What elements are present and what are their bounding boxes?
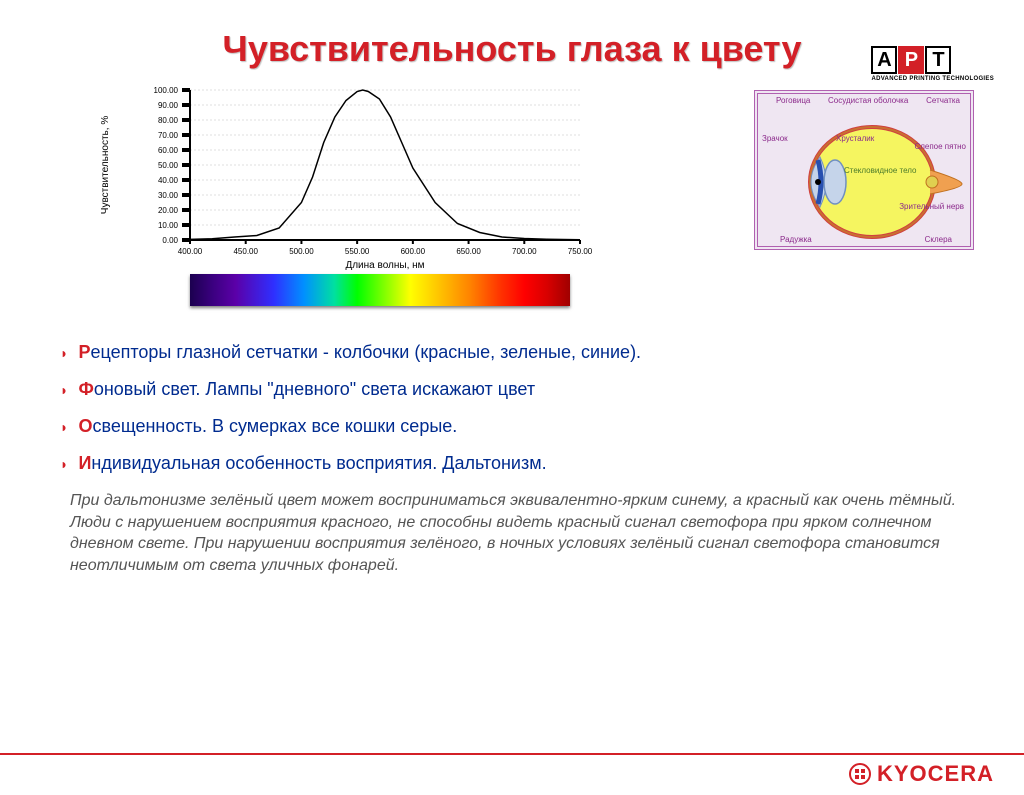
eye-label-zrachok: Зрачок	[762, 134, 788, 143]
bullet-marker-icon: ◗	[60, 382, 68, 398]
apt-logo: А Р Т ADVANCED PRINTING TECHNOLOGIES	[871, 46, 994, 82]
logo-letter-t: Т	[925, 46, 951, 74]
bullet-marker-icon: ◗	[60, 419, 68, 435]
eye-label-steklo: Стекловидное тело	[844, 166, 917, 175]
eye-label-setchatka: Сетчатка	[926, 96, 960, 105]
svg-text:100.00: 100.00	[154, 86, 179, 95]
svg-text:750.00: 750.00	[568, 247, 593, 256]
eye-svg	[762, 102, 972, 252]
svg-text:70.00: 70.00	[158, 131, 179, 140]
svg-text:Длина волны, нм: Длина волны, нм	[345, 260, 424, 270]
charts-row: 0.00 10.00 20.00 30.00 40.00 50.00 60.00 70.00 8…	[0, 80, 1024, 306]
bullet-item: ◗ Индивидуальная особенность восприятия.…	[60, 453, 964, 474]
bullet-list: ◗ Рецепторы глазной сетчатки - колбочки …	[60, 342, 964, 474]
eye-diagram: Роговица Сосудистая оболочка Сетчатка Зр…	[754, 90, 974, 250]
eye-label-slepoe: Слепое пятно	[914, 142, 966, 151]
footnote-paragraph: При дальтонизме зелёный цвет может воспр…	[70, 490, 964, 576]
logo-letter-a: А	[871, 46, 897, 74]
bullet-item: ◗ Фоновый свет. Лампы "дневного" света и…	[60, 379, 964, 400]
logo-letter-p: Р	[898, 46, 924, 74]
bullet-first-letter: Ф	[78, 379, 93, 399]
svg-text:Чувствительность, %: Чувствительность, %	[100, 116, 111, 215]
svg-text:650.00: 650.00	[456, 247, 481, 256]
svg-text:700.00: 700.00	[512, 247, 537, 256]
spectrum-bar-wrap	[190, 274, 570, 306]
bullet-text: ецепторы глазной сетчатки - колбочки (кр…	[90, 342, 641, 362]
eye-label-rogovitsa: Роговица	[776, 96, 810, 105]
bullet-marker-icon: ◗	[60, 456, 68, 472]
footer: KYOCERA	[0, 753, 1024, 795]
svg-text:20.00: 20.00	[158, 206, 179, 215]
eye-label-sklera: Склера	[925, 235, 952, 244]
svg-text:40.00: 40.00	[158, 176, 179, 185]
bullet-text: ндивидуальная особенность восприятия. Да…	[91, 453, 546, 473]
svg-text:450.00: 450.00	[233, 247, 258, 256]
bullet-text: свещенность. В сумерках все кошки серые.	[92, 416, 457, 436]
svg-text:80.00: 80.00	[158, 116, 179, 125]
svg-text:30.00: 30.00	[158, 191, 179, 200]
svg-text:600.00: 600.00	[401, 247, 426, 256]
sensitivity-chart-block: 0.00 10.00 20.00 30.00 40.00 50.00 60.00 70.00 8…	[90, 80, 600, 306]
bullet-first-letter: Р	[78, 342, 90, 362]
svg-text:500.00: 500.00	[289, 247, 314, 256]
bullet-first-letter: О	[78, 416, 92, 436]
page-title: Чувствительность глаза к цвету	[0, 28, 1024, 70]
eye-label-nerv: Зрительный нерв	[899, 202, 964, 211]
eye-label-hrustalik: Хрусталик	[836, 134, 874, 143]
svg-text:10.00: 10.00	[158, 221, 179, 230]
kyocera-icon	[849, 763, 871, 785]
svg-text:50.00: 50.00	[158, 161, 179, 170]
bullet-item: ◗ Освещенность. В сумерках все кошки сер…	[60, 416, 964, 437]
sensitivity-chart: 0.00 10.00 20.00 30.00 40.00 50.00 60.00 70.00 8…	[90, 80, 600, 270]
bullet-text: оновый свет. Лампы "дневного" света иска…	[94, 379, 535, 399]
svg-text:0.00: 0.00	[162, 236, 178, 245]
kyocera-logo: KYOCERA	[849, 761, 994, 787]
eye-label-sosud: Сосудистая оболочка	[828, 96, 908, 105]
bullet-item: ◗ Рецепторы глазной сетчатки - колбочки …	[60, 342, 964, 363]
eye-diagram-block: Роговица Сосудистая оболочка Сетчатка Зр…	[754, 90, 974, 306]
kyocera-text: KYOCERA	[877, 761, 994, 787]
bullet-marker-icon: ◗	[60, 345, 68, 361]
svg-text:550.00: 550.00	[345, 247, 370, 256]
spectrum-bar	[190, 274, 570, 306]
bullet-first-letter: И	[78, 453, 91, 473]
svg-text:400.00: 400.00	[178, 247, 203, 256]
svg-text:60.00: 60.00	[158, 146, 179, 155]
eye-label-radujka: Радужка	[780, 235, 812, 244]
svg-text:90.00: 90.00	[158, 101, 179, 110]
logo-subtitle: ADVANCED PRINTING TECHNOLOGIES	[871, 76, 994, 82]
